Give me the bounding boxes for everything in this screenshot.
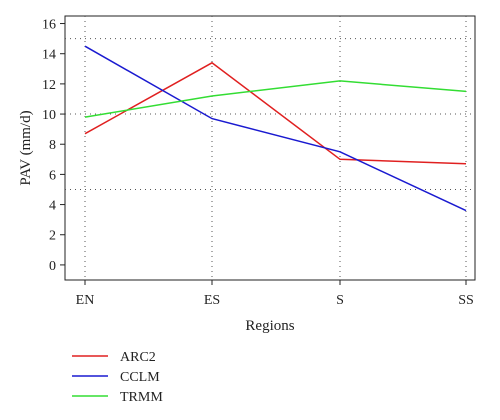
series-line-cclm	[84, 45, 467, 212]
series-line-trmm	[84, 80, 467, 118]
grid-layer	[65, 16, 475, 280]
x-tick-label: SS	[458, 293, 474, 308]
y-tick-label: 6	[49, 168, 56, 183]
legend-label: CCLM	[120, 370, 160, 385]
x-tick-label: ES	[204, 293, 220, 308]
x-tick-label: EN	[76, 293, 95, 308]
x-axis-title: Regions	[245, 318, 294, 334]
y-axis-title: PAV (mm/d)	[18, 110, 34, 185]
series-line-arc2	[84, 61, 467, 165]
y-tick-label: 4	[49, 199, 56, 214]
series-layer	[84, 45, 467, 212]
y-tick-label: 14	[42, 48, 56, 63]
plot-area-frame	[64, 15, 476, 281]
legend-label: ARC2	[120, 350, 156, 365]
y-tick-label: 16	[42, 18, 56, 33]
legend-label: TRMM	[120, 390, 163, 405]
y-tick-label: 8	[49, 138, 56, 153]
y-tick-label: 10	[42, 108, 56, 123]
x-tick-label: S	[336, 293, 344, 308]
legend: ARC2 CCLM TRMM	[72, 350, 163, 405]
y-tick-label: 12	[42, 78, 56, 93]
y-tick-label: 2	[49, 229, 56, 244]
y-tick-label: 0	[49, 259, 56, 274]
